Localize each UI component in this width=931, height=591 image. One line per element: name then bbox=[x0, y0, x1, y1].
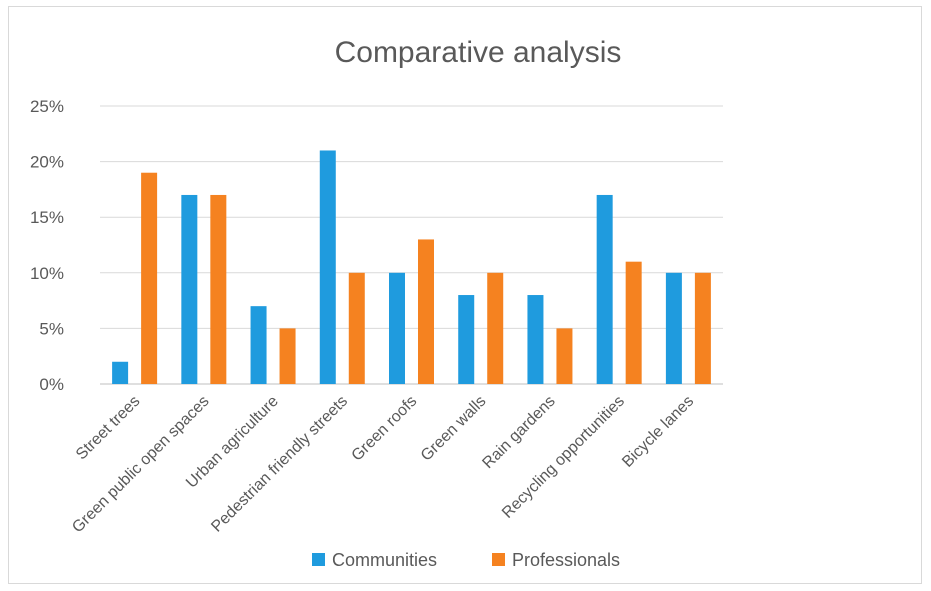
bar-professionals-8 bbox=[625, 261, 642, 384]
bar-professionals-7 bbox=[556, 328, 573, 384]
y-tick-label: 20% bbox=[30, 153, 64, 172]
chart-frame bbox=[8, 6, 922, 584]
gridlines bbox=[100, 105, 723, 385]
bar-professionals-4 bbox=[348, 272, 365, 384]
y-axis: 0% 5% 10% 15% 20% 25% bbox=[30, 97, 64, 394]
x-category-label: Bicycle lanes bbox=[619, 393, 697, 471]
bar-professionals-3 bbox=[279, 328, 296, 384]
bar-communities-9 bbox=[665, 272, 682, 384]
x-category-label: Green public open spaces bbox=[69, 393, 212, 536]
bar-communities-3 bbox=[250, 306, 267, 384]
bar-communities-4 bbox=[319, 150, 336, 384]
legend-swatch-professionals bbox=[492, 553, 505, 566]
y-tick-label: 10% bbox=[30, 264, 64, 283]
y-tick-label: 15% bbox=[30, 208, 64, 227]
bar-professionals-6 bbox=[487, 272, 504, 384]
x-category-label: Green walls bbox=[418, 393, 490, 465]
bar-professionals-5 bbox=[418, 239, 434, 384]
x-category-label: Green roofs bbox=[349, 393, 421, 465]
bar-communities-8 bbox=[596, 194, 613, 384]
bar-professionals-1 bbox=[141, 172, 158, 384]
bar-communities-7 bbox=[527, 295, 544, 384]
legend: Communities Professionals bbox=[312, 550, 620, 570]
y-tick-label: 25% bbox=[30, 97, 64, 116]
y-tick-label: 5% bbox=[39, 319, 64, 338]
legend-swatch-communities bbox=[312, 553, 325, 566]
legend-label-communities: Communities bbox=[332, 550, 437, 570]
bar-communities-1 bbox=[112, 361, 129, 384]
x-category-label: Street trees bbox=[73, 393, 144, 464]
chart-title: Comparative analysis bbox=[335, 36, 622, 69]
x-category-label: Rain gardens bbox=[479, 393, 558, 472]
bar-communities-2 bbox=[181, 194, 198, 384]
y-tick-label: 0% bbox=[39, 375, 64, 394]
legend-label-professionals: Professionals bbox=[512, 550, 620, 570]
x-category-label: Pedestrian friendly streets bbox=[208, 393, 351, 536]
bars bbox=[112, 150, 711, 384]
bar-communities-6 bbox=[458, 295, 475, 384]
bar-professionals-9 bbox=[694, 272, 711, 384]
bar-professionals-2 bbox=[210, 194, 227, 384]
bar-communities-5 bbox=[389, 272, 405, 384]
x-category-label: Recycling opportunities bbox=[499, 393, 628, 522]
